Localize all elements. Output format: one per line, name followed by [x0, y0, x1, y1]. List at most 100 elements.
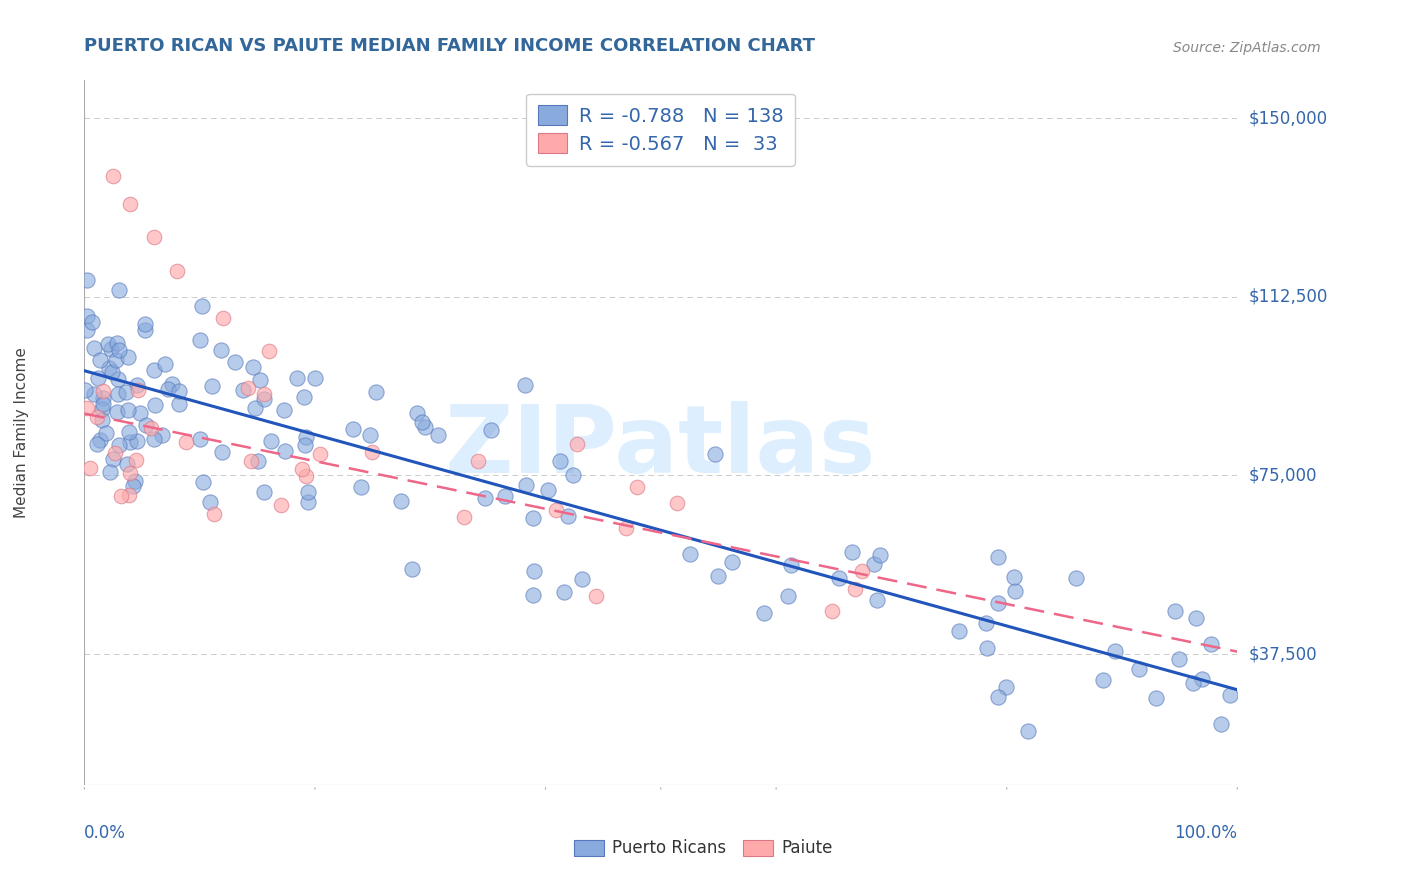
Point: [141, 421, 163, 435]
Point: [90, 413, 112, 427]
Point: [135, 417, 157, 432]
Point: [110, 489, 132, 503]
Point: [721, 555, 744, 569]
Point: [1144, 691, 1167, 706]
Point: [285, 371, 308, 385]
Point: [134, 323, 156, 337]
Point: [98, 465, 121, 479]
Point: [107, 372, 129, 386]
Point: [101, 365, 124, 379]
Point: [115, 457, 138, 471]
Point: [105, 405, 128, 419]
Text: $37,500: $37,500: [1249, 645, 1317, 663]
Point: [89, 433, 111, 447]
Point: [103, 169, 124, 183]
Legend: Puerto Ricans, Paiute: Puerto Ricans, Paiute: [565, 831, 841, 866]
Point: [866, 593, 889, 607]
Point: [1017, 724, 1039, 739]
Point: [274, 444, 297, 458]
Point: [523, 564, 546, 578]
Point: [1191, 672, 1213, 686]
Point: [548, 454, 571, 468]
Point: [844, 582, 866, 596]
Point: [678, 547, 700, 561]
Point: [994, 680, 1017, 694]
Point: [1163, 604, 1185, 618]
Point: [118, 488, 141, 502]
Point: [297, 495, 319, 509]
Text: Median Family Income: Median Family Income: [14, 347, 30, 518]
Point: [415, 419, 437, 434]
Point: [76, 273, 98, 287]
Point: [257, 343, 280, 358]
Point: [1199, 637, 1222, 651]
Point: [253, 392, 276, 406]
Point: [127, 377, 149, 392]
Point: [522, 588, 544, 602]
Point: [103, 446, 125, 460]
Point: [342, 422, 364, 436]
Point: [118, 425, 141, 440]
Point: [232, 383, 254, 397]
Point: [411, 415, 433, 429]
Point: [224, 355, 246, 369]
Point: [948, 624, 970, 638]
Text: $150,000: $150,000: [1249, 110, 1327, 128]
Point: [153, 357, 176, 371]
Point: [188, 432, 211, 446]
Point: [142, 363, 165, 377]
Point: [453, 510, 475, 524]
Point: [202, 507, 225, 521]
Point: [553, 584, 575, 599]
Point: [90, 402, 112, 417]
Text: 0.0%: 0.0%: [84, 824, 127, 842]
Point: [120, 197, 142, 211]
Point: [190, 299, 212, 313]
Point: [1091, 673, 1114, 687]
Point: [86, 371, 108, 385]
Point: [127, 383, 149, 397]
Point: [108, 343, 131, 357]
Text: $75,000: $75,000: [1249, 467, 1317, 484]
Point: [295, 430, 318, 444]
Point: [94, 425, 117, 440]
Point: [567, 436, 589, 450]
Point: [522, 511, 544, 525]
Point: [869, 548, 891, 562]
Point: [515, 478, 537, 492]
Point: [1219, 688, 1241, 702]
Point: [236, 381, 259, 395]
Point: [360, 444, 382, 458]
Point: [1104, 644, 1126, 658]
Point: [987, 549, 1010, 564]
Point: [249, 373, 271, 387]
Point: [626, 480, 648, 494]
Point: [1128, 662, 1150, 676]
Point: [297, 485, 319, 500]
Point: [89, 353, 111, 368]
Point: [1181, 676, 1204, 690]
Point: [91, 397, 114, 411]
Point: [304, 370, 326, 384]
Point: [1185, 611, 1208, 625]
Point: [752, 607, 775, 621]
Point: [76, 401, 98, 416]
Point: [246, 454, 269, 468]
Point: [571, 572, 593, 586]
Point: [987, 596, 1010, 610]
Point: [211, 311, 233, 326]
Point: [134, 317, 156, 331]
Point: [143, 432, 166, 446]
Point: [1167, 651, 1189, 665]
Point: [467, 453, 489, 467]
Point: [98, 361, 121, 376]
Point: [124, 474, 146, 488]
Point: [188, 333, 211, 347]
Point: [291, 461, 314, 475]
Point: [157, 382, 180, 396]
Point: [401, 562, 423, 576]
Point: [105, 336, 128, 351]
Point: [350, 479, 373, 493]
Point: [562, 468, 585, 483]
Point: [294, 438, 316, 452]
